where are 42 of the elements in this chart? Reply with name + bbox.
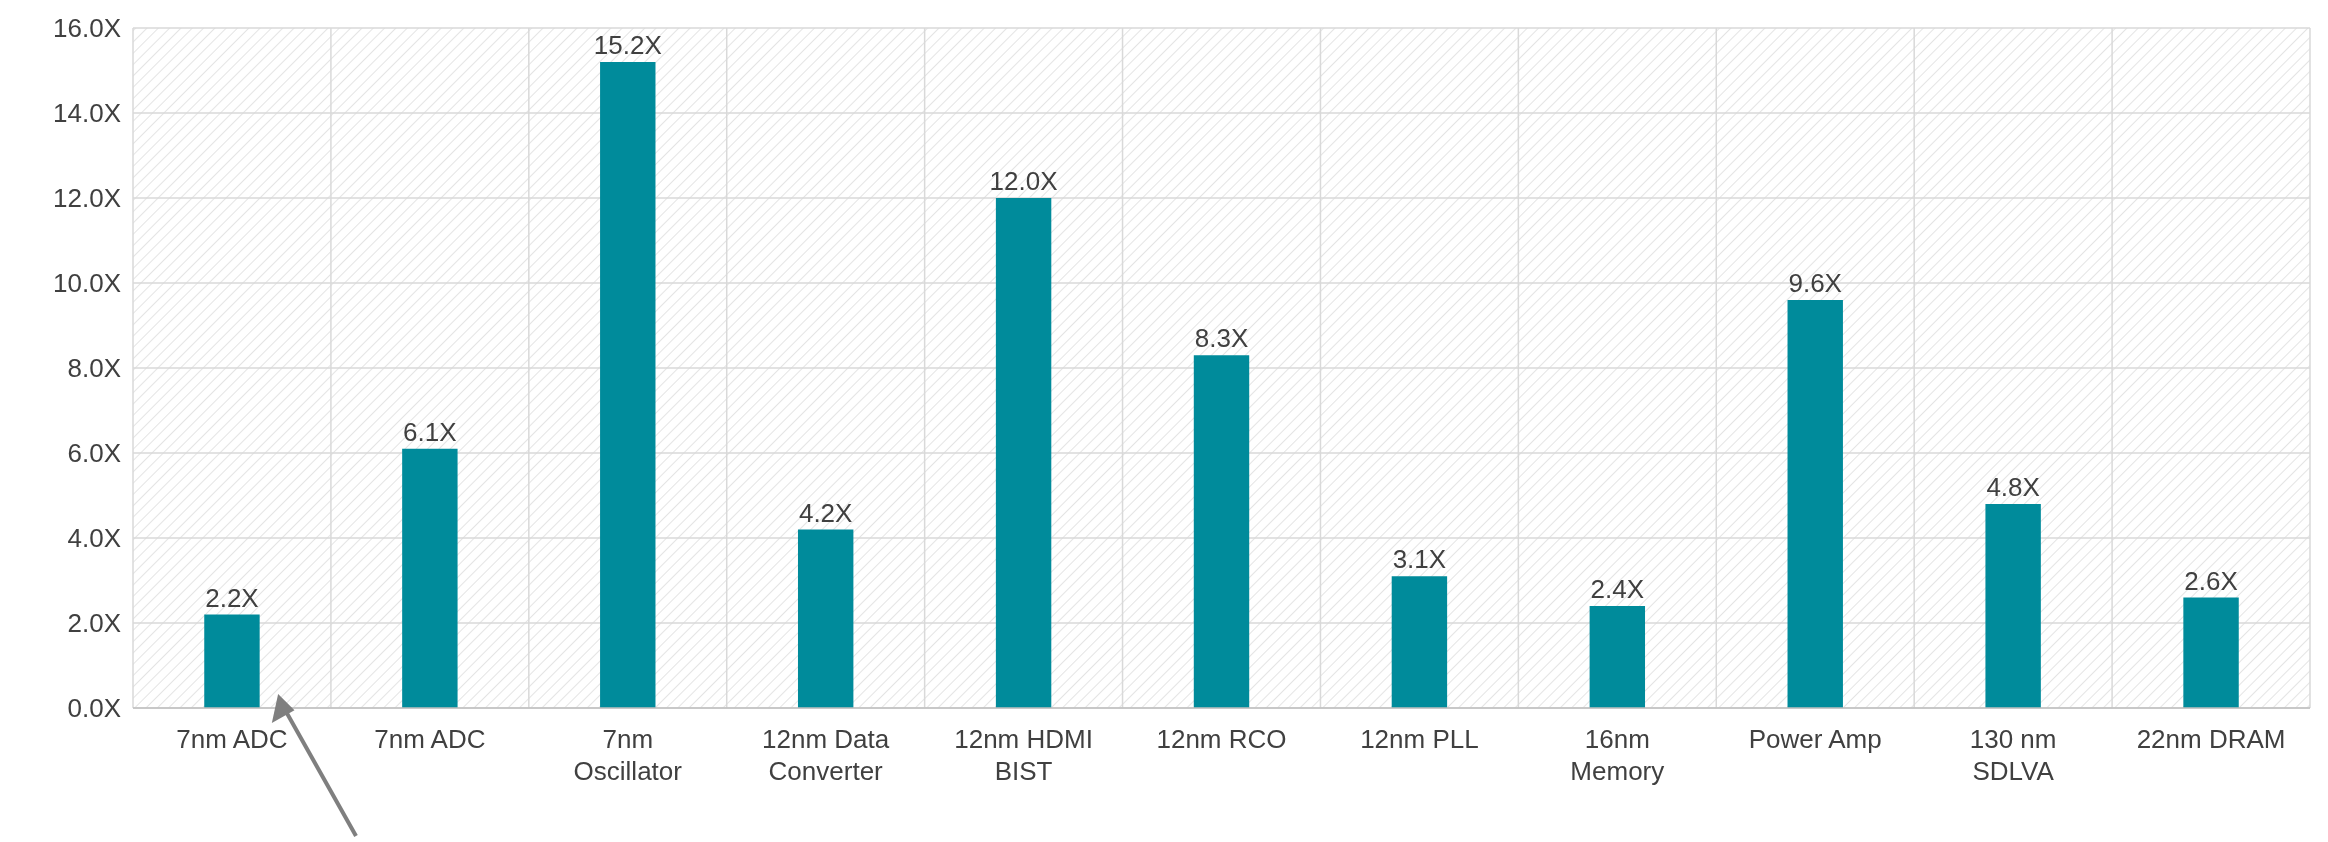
x-tick-label: 12nm Data Converter [762, 724, 890, 786]
x-tick-label: 12nm RCO [1156, 724, 1287, 754]
x-tick-label: 12nm HDMI BIST [954, 724, 1093, 786]
bar [1391, 576, 1448, 708]
bar [1589, 606, 1646, 708]
data-label: 6.1X [403, 416, 457, 447]
data-label: 4.2X [798, 497, 853, 528]
x-tick-label: 12nm PLL [1360, 724, 1479, 754]
x-tick-label: 7nm ADC [374, 724, 486, 754]
y-tick-label: 0.0X [67, 693, 121, 724]
bar [2183, 597, 2239, 708]
data-label: 2.6X [2184, 565, 2238, 596]
bar [1985, 504, 2041, 708]
x-tick-label: 7nm Oscillator [573, 724, 683, 786]
x-tick-label: 22nm DRAM [2136, 724, 2286, 754]
bar [995, 198, 1052, 708]
y-tick-label: 2.0X [67, 608, 121, 639]
data-label: 3.1X [1392, 544, 1447, 575]
data-label: 8.3X [1194, 323, 1249, 354]
y-tick-label: 12.0X [53, 183, 121, 214]
bar [797, 529, 854, 708]
data-label: 2.2X [205, 582, 259, 613]
y-tick-label: 10.0X [53, 268, 121, 299]
y-tick-label: 6.0X [67, 438, 121, 469]
y-tick-label: 8.0X [67, 353, 121, 384]
bar [402, 448, 458, 708]
y-tick-label: 16.0X [53, 13, 121, 44]
data-label: 2.4X [1590, 574, 1645, 604]
x-tick-label: 130 nm SDLVA [1969, 724, 2057, 786]
data-label: 9.6X [1788, 268, 1842, 298]
x-tick-label: 16nm Memory [1570, 724, 1665, 786]
y-tick-label: 14.0X [53, 98, 121, 129]
data-label: 15.2X [593, 30, 662, 60]
x-tick-label: 7nm ADC [176, 724, 288, 754]
bar [1193, 355, 1250, 708]
data-label: 12.0X [989, 166, 1058, 196]
data-label: 4.8X [1986, 472, 2040, 502]
bar [1787, 300, 1843, 708]
y-tick-label: 4.0X [67, 523, 121, 554]
bar [204, 614, 260, 708]
bar [600, 62, 656, 708]
x-tick-label: Power Amp [1748, 724, 1882, 754]
